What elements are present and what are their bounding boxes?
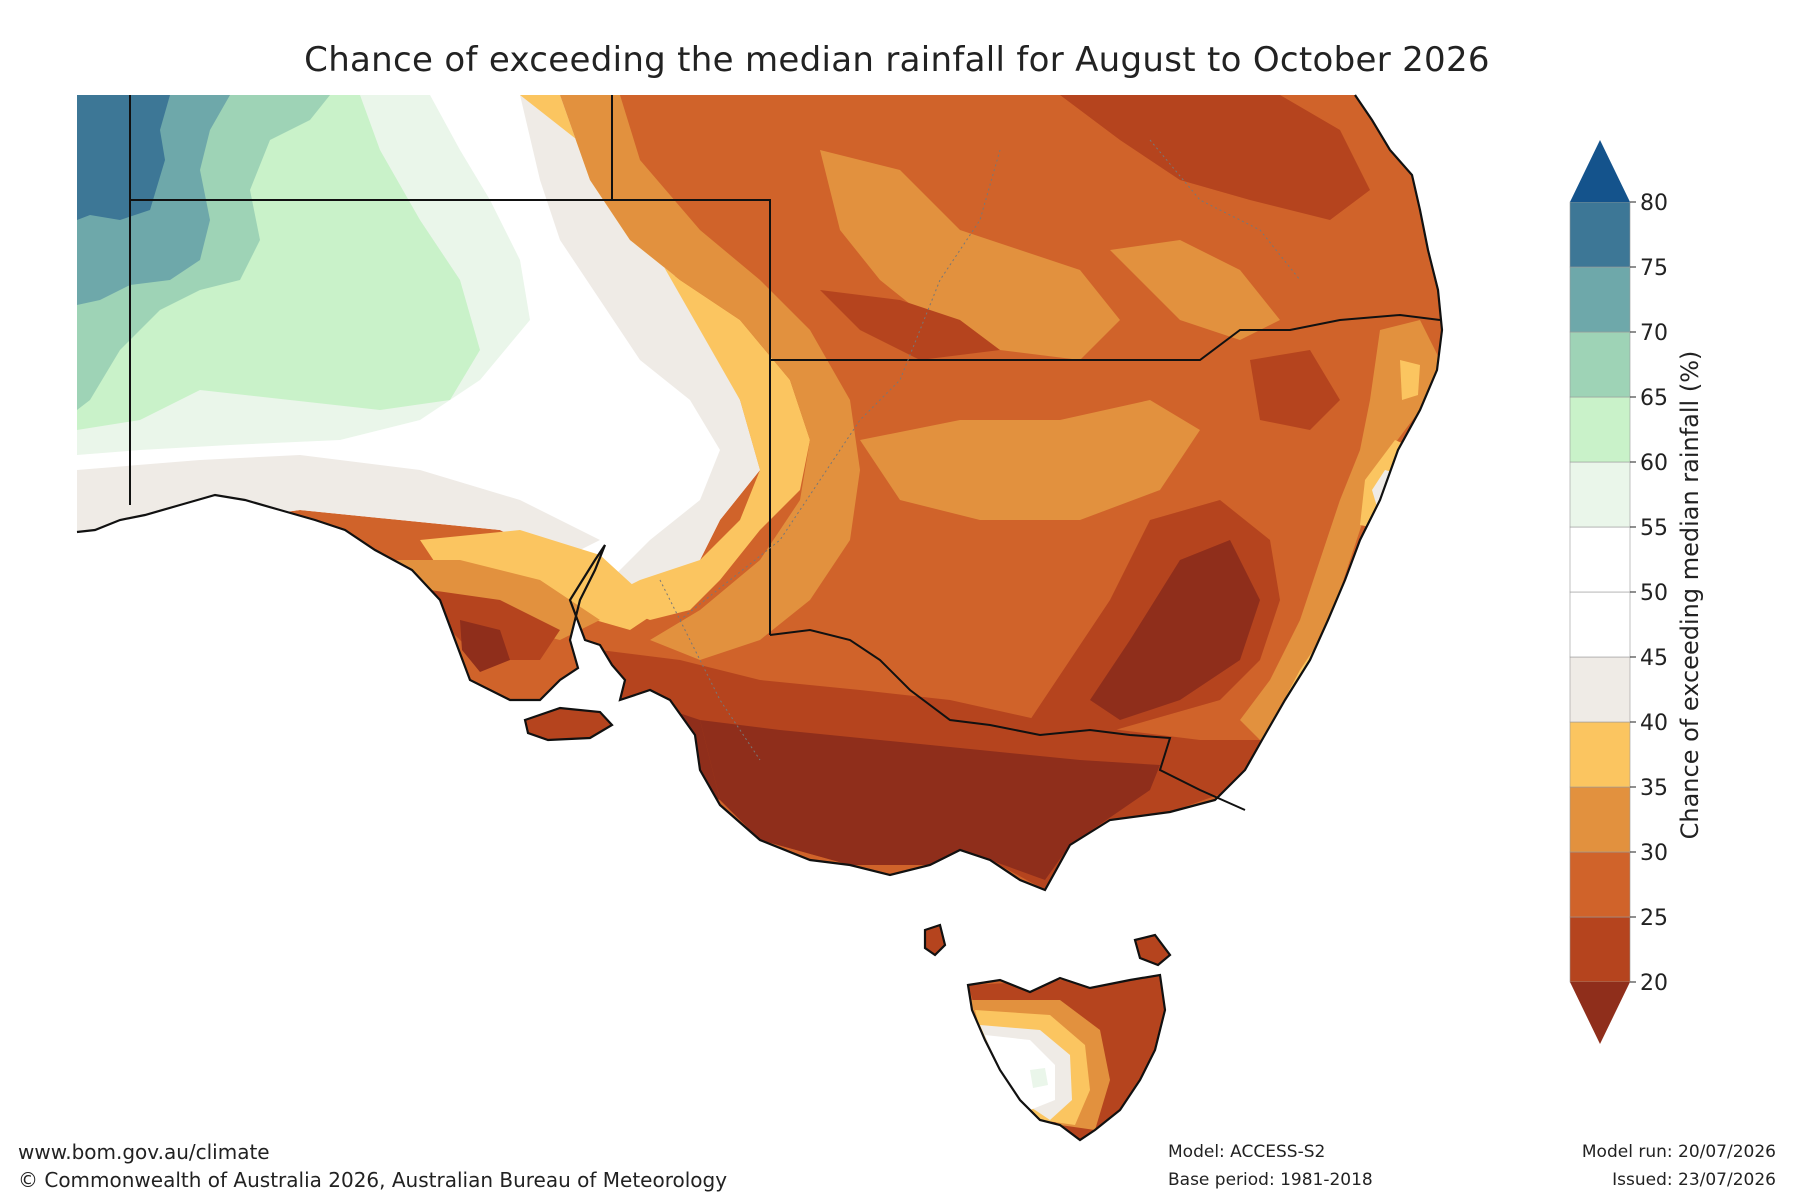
colorbar-tick-label: 40 <box>1640 711 1668 736</box>
rainfall-map <box>76 94 1444 1142</box>
colorbar-tick-label: 65 <box>1640 386 1668 411</box>
colorbar-tick-label: 55 <box>1640 516 1668 541</box>
map-title: Chance of exceeding the median rainfall … <box>304 40 1490 80</box>
colorbar-tick-label: 60 <box>1640 451 1668 476</box>
colorbar-tick-label: 30 <box>1640 841 1668 866</box>
colorbar-bands <box>1569 201 1631 983</box>
colorbar-tick-label: 45 <box>1640 646 1668 671</box>
colorbar-tick-label: 50 <box>1640 581 1668 606</box>
footer-model: Model: ACCESS-S2 <box>1168 1142 1326 1162</box>
colorbar-band-45-50 <box>1569 591 1631 658</box>
colorbar-band-55-60 <box>1569 461 1631 528</box>
colorbar-tick-label: 80 <box>1640 191 1668 216</box>
footer-model-run: Model run: 20/07/2026 <box>1581 1142 1776 1162</box>
colorbar-band-70-75 <box>1569 266 1631 333</box>
colorbar-band-65-70 <box>1569 331 1631 398</box>
colorbar: 20 25 30 35 40 45 50 55 60 65 70 75 80 Chance of exc… <box>1569 140 1704 1044</box>
colorbar-band-35-40 <box>1569 721 1631 788</box>
colorbar-title: Chance of exceeding median rainfall (%) <box>1676 351 1704 840</box>
colorbar-band-25-30 <box>1569 851 1631 918</box>
colorbar-band-75-80 <box>1569 201 1631 268</box>
colorbar-ticks: 20 25 30 35 40 45 50 55 60 65 70 75 80 <box>1630 191 1668 996</box>
colorbar-band-30-35 <box>1569 786 1631 853</box>
colorbar-band-40-45 <box>1569 656 1631 723</box>
colorbar-under-triangle <box>1570 982 1630 1044</box>
colorbar-band-60-65 <box>1569 396 1631 463</box>
footer-issued: Issued: 23/07/2026 <box>1612 1170 1776 1190</box>
footer-base-period: Base period: 1981-2018 <box>1168 1170 1373 1190</box>
colorbar-over-triangle <box>1570 140 1630 202</box>
colorbar-band-50-55 <box>1569 526 1631 593</box>
colorbar-band-20-25 <box>1569 916 1631 983</box>
colorbar-tick-label: 20 <box>1640 971 1668 996</box>
footer-copyright: © Commonwealth of Australia 2026, Austra… <box>18 1168 728 1192</box>
footer-website: www.bom.gov.au/climate <box>18 1140 270 1164</box>
colorbar-tick-label: 75 <box>1640 256 1668 281</box>
colorbar-tick-label: 25 <box>1640 906 1668 931</box>
colorbar-tick-label: 35 <box>1640 776 1668 801</box>
colorbar-tick-label: 70 <box>1640 321 1668 346</box>
